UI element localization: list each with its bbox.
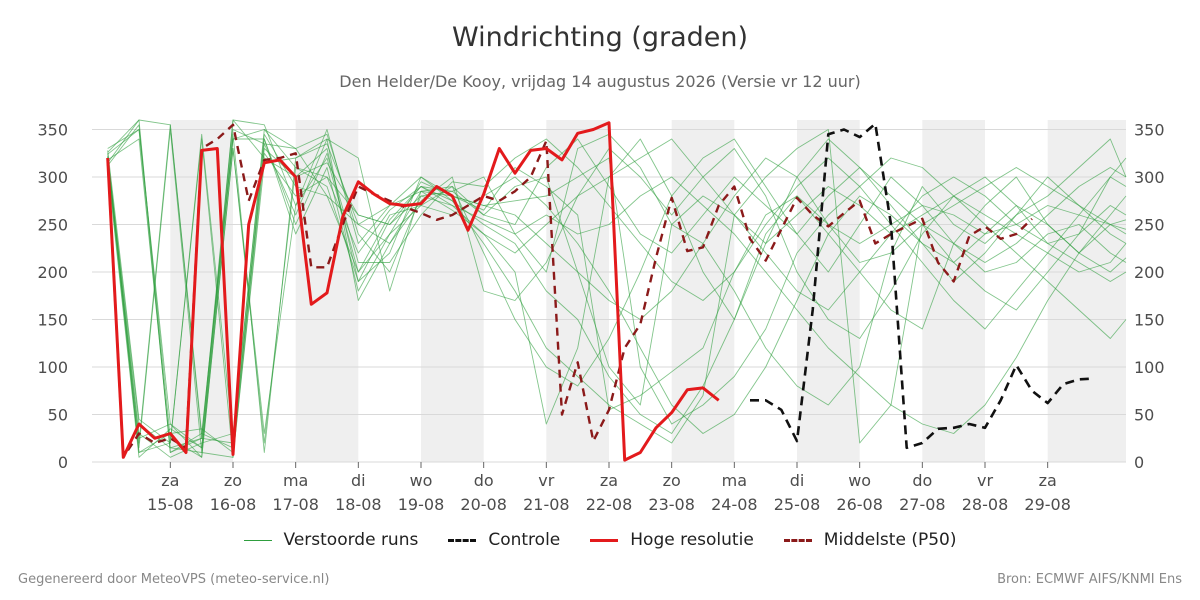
- y-axis-left: 0 50 100 150 200 250 300 350: [37, 121, 68, 473]
- x-tick-date-8: 23-08: [648, 495, 695, 514]
- x-tick-date-6: 21-08: [523, 495, 570, 514]
- y-tick-left-100: 100: [37, 358, 68, 377]
- legend-swatch-hires: [590, 538, 619, 542]
- x-tick-day-12: do: [912, 471, 932, 490]
- x-tick-date-3: 18-08: [335, 495, 382, 514]
- perturbed-runs: [107, 119, 1127, 458]
- footer-source: Bron: ECMWF AIFS/KNMI Ens: [997, 572, 1182, 587]
- x-tick-date-5: 20-08: [460, 495, 507, 514]
- x-tick-date-1: 16-08: [210, 495, 257, 514]
- x-tick-date-0: 15-08: [147, 495, 194, 514]
- x-tick-day-14: za: [1039, 471, 1057, 490]
- chart-subtitle: Den Helder/De Kooy, vrijdag 14 augustus …: [339, 72, 861, 91]
- member-line-4: [107, 138, 1127, 453]
- y-tick-left-350: 350: [37, 121, 68, 140]
- y-tick-left-0: 0: [58, 453, 68, 472]
- x-tick-date-7: 22-08: [586, 495, 633, 514]
- hires-series: [106, 121, 720, 462]
- x-tick-day-6: vr: [538, 471, 554, 490]
- x-tick-day-8: zo: [663, 471, 681, 490]
- y-tick-right-150: 150: [1134, 311, 1165, 330]
- night-band-4: [671, 120, 735, 462]
- y-tick-left-150: 150: [37, 311, 68, 330]
- night-band-6: [922, 120, 985, 462]
- member-line-1: [107, 119, 1127, 449]
- y-tick-left-50: 50: [48, 406, 68, 425]
- member-line-10: [107, 129, 1127, 453]
- x-tick-day-2: ma: [283, 471, 308, 490]
- legend-item-control[interactable]: Controle: [448, 530, 560, 550]
- legend-label-perturbed: Verstoorde runs: [283, 530, 419, 550]
- y-axis-right: 0 50 100 150 200 250 300 350: [1134, 121, 1165, 473]
- member-line-13: [107, 129, 1127, 453]
- x-tick-day-4: wo: [410, 471, 433, 490]
- grid-lines: [92, 129, 1126, 463]
- x-tick-date-10: 25-08: [774, 495, 821, 514]
- legend-label-control: Controle: [488, 530, 561, 550]
- x-tick-date-9: 24-08: [711, 495, 758, 514]
- night-band-2: [421, 120, 484, 462]
- x-tick-date-4: 19-08: [398, 495, 445, 514]
- footer-generated-by: Gegenereerd door MeteoVPS (meteo-service…: [18, 572, 330, 587]
- control-line: [750, 122, 1095, 450]
- night-band-5: [797, 120, 860, 462]
- legend-label-median: Middelste (P50): [823, 530, 957, 550]
- chart-title: Windrichting (graden): [451, 22, 749, 53]
- y-tick-right-100: 100: [1134, 358, 1165, 377]
- member-line-12: [107, 119, 1127, 439]
- y-tick-right-0: 0: [1134, 453, 1144, 472]
- y-tick-right-200: 200: [1134, 263, 1165, 282]
- night-band-7: [1047, 120, 1126, 462]
- legend-label-hires: Hoge resolutie: [630, 530, 754, 550]
- control-series: [750, 122, 1095, 450]
- x-tick-day-13: vr: [977, 471, 993, 490]
- y-tick-right-50: 50: [1134, 406, 1154, 425]
- y-tick-right-350: 350: [1134, 121, 1165, 140]
- y-tick-right-250: 250: [1134, 216, 1165, 235]
- legend-swatch-perturbed: [243, 539, 272, 541]
- x-tick-day-0: za: [161, 471, 179, 490]
- x-tick-date-13: 28-08: [962, 495, 1009, 514]
- x-tick-date-11: 26-08: [836, 495, 883, 514]
- legend-swatch-control: [448, 538, 477, 542]
- member-line-11: [107, 138, 1127, 458]
- x-tick-date-2: 17-08: [272, 495, 319, 514]
- x-tick-day-11: wo: [848, 471, 871, 490]
- y-tick-left-200: 200: [37, 263, 68, 282]
- x-tick-day-9: ma: [722, 471, 747, 490]
- member-line-9: [107, 138, 1127, 458]
- legend-item-median[interactable]: Middelste (P50): [783, 530, 957, 550]
- y-tick-right-300: 300: [1134, 168, 1165, 187]
- member-line-8: [107, 138, 1127, 458]
- y-tick-left-250: 250: [37, 216, 68, 235]
- x-axis: za 15-08 zo 16-08 ma 17-08 di 18-08 wo 19-08 do 20-…: [147, 462, 1071, 514]
- legend: Verstoorde runs Controle Hoge resolutie …: [0, 530, 1200, 550]
- member-line-3: [107, 124, 1127, 458]
- x-tick-day-10: di: [790, 471, 805, 490]
- x-tick-day-1: zo: [224, 471, 242, 490]
- x-tick-day-7: za: [600, 471, 618, 490]
- x-tick-day-3: di: [351, 471, 366, 490]
- legend-swatch-median: [783, 538, 812, 542]
- x-tick-day-5: do: [474, 471, 494, 490]
- x-tick-date-12: 27-08: [899, 495, 946, 514]
- legend-item-hires[interactable]: Hoge resolutie: [590, 530, 754, 550]
- median-line: [106, 123, 1033, 459]
- hires-line: [106, 121, 720, 462]
- median-series: [106, 123, 1033, 459]
- legend-item-perturbed[interactable]: Verstoorde runs: [243, 530, 419, 550]
- y-tick-left-300: 300: [37, 168, 68, 187]
- x-tick-date-14: 29-08: [1024, 495, 1071, 514]
- member-line-2: [107, 124, 1127, 444]
